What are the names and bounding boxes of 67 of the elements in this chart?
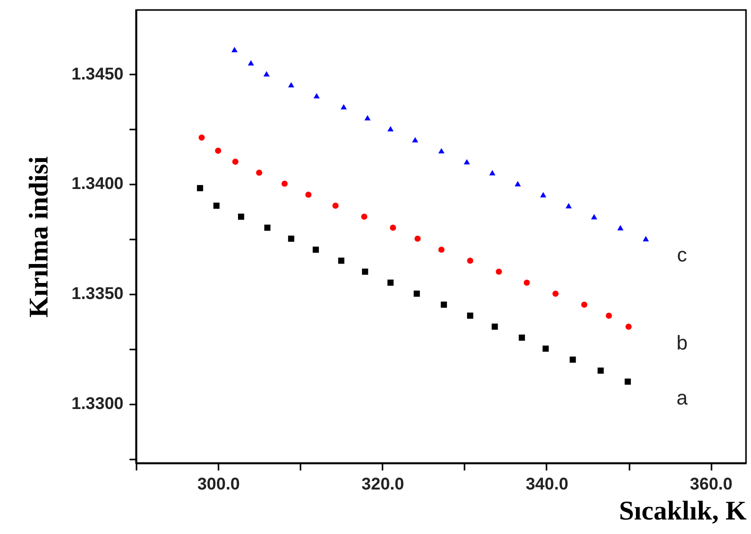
point [288, 82, 294, 88]
y-tick-label: 1.3300 [72, 394, 124, 414]
point [438, 246, 444, 253]
point [264, 224, 270, 231]
point [338, 258, 344, 264]
point [288, 236, 294, 242]
point [440, 302, 447, 308]
point [540, 192, 546, 198]
point [496, 268, 502, 275]
point [552, 290, 559, 297]
point [570, 356, 576, 363]
y-tick-label: 1.3450 [72, 64, 124, 84]
point [364, 115, 371, 120]
x-tick-label: 360.0 [690, 474, 732, 494]
point [248, 60, 254, 66]
y-tick-label: 1.3350 [72, 284, 124, 304]
point [464, 159, 470, 164]
point [332, 202, 339, 209]
x-tick-label: 340.0 [526, 474, 568, 494]
point [305, 192, 312, 198]
point [414, 236, 421, 242]
point [581, 302, 588, 308]
point [387, 126, 394, 132]
point [591, 214, 598, 220]
point [566, 203, 572, 208]
x-axis-title: Sıcaklık, K [618, 496, 746, 526]
point [238, 214, 244, 220]
y-axis-title: Kırılma indisi [24, 156, 54, 318]
point [213, 202, 220, 209]
point [467, 258, 474, 264]
point [524, 280, 530, 286]
point [489, 170, 496, 176]
point [232, 158, 238, 165]
point [467, 312, 474, 319]
point [198, 134, 205, 141]
point [438, 148, 444, 154]
point [362, 268, 368, 275]
point [626, 324, 632, 330]
point [492, 324, 498, 330]
point [606, 312, 612, 319]
x-tick-label: 300.0 [197, 474, 240, 494]
series-label: c [677, 244, 687, 267]
point [361, 214, 368, 220]
y-tick-label: 1.3400 [72, 174, 124, 194]
point [514, 181, 521, 186]
point [642, 236, 649, 242]
point [598, 368, 604, 374]
point [314, 93, 320, 98]
point [256, 170, 262, 176]
point [231, 46, 238, 52]
point [390, 224, 396, 231]
point [387, 280, 394, 286]
point [263, 71, 270, 76]
point [414, 290, 420, 297]
point [624, 378, 631, 385]
point [518, 334, 525, 341]
point [215, 148, 222, 154]
point [340, 104, 347, 110]
text: a [676, 388, 688, 410]
point [282, 180, 288, 187]
text: b [676, 332, 688, 355]
point [312, 246, 319, 253]
point [617, 225, 624, 230]
point [196, 185, 204, 192]
point [412, 137, 418, 142]
x-tick-label: 320.0 [362, 474, 404, 494]
point [542, 346, 549, 352]
